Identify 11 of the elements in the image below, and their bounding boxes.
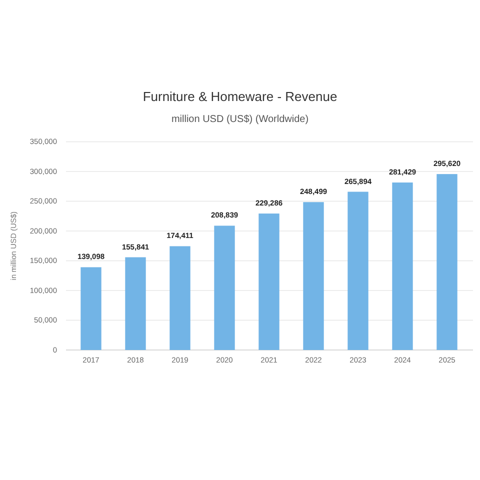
- bar: [303, 202, 324, 350]
- bar: [436, 174, 458, 350]
- bar: [348, 192, 368, 350]
- chart-subtitle: million USD (US$) (Worldwide): [171, 114, 309, 125]
- bar: [392, 182, 413, 350]
- bar: [214, 226, 235, 350]
- bar: [170, 246, 190, 350]
- bar: [258, 214, 280, 350]
- chart-title: Furniture & Homeware - Revenue: [142, 89, 338, 104]
- bar: [80, 267, 102, 350]
- bar: [125, 257, 146, 350]
